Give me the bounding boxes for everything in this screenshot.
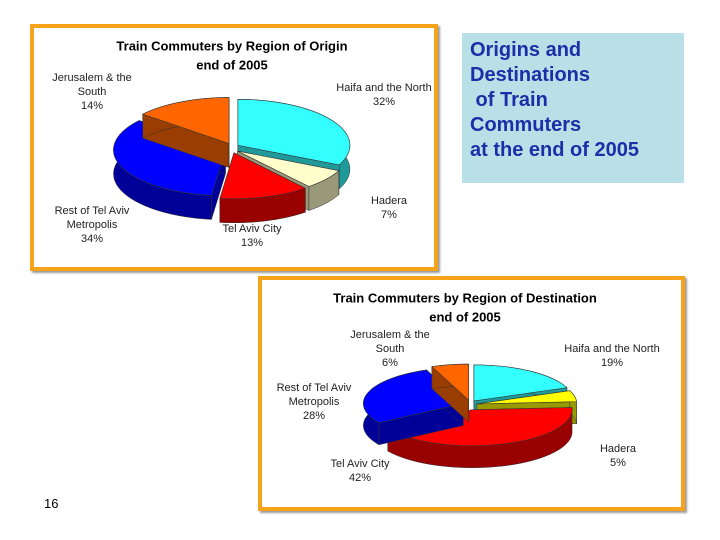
- slice-label: Tel Aviv City 13%: [204, 222, 300, 250]
- pie-slice: [141, 97, 230, 168]
- slice-label: Jerusalem & the South 6%: [342, 328, 438, 370]
- category-label: Hadera: [599, 443, 637, 455]
- value-label: 5%: [610, 457, 626, 469]
- category-label: Jerusalem & the South: [350, 329, 430, 355]
- value-label: 14%: [80, 100, 104, 112]
- chart-frame: [258, 276, 685, 511]
- value-label: 28%: [302, 410, 326, 422]
- heading-line: Destinations: [470, 64, 591, 86]
- slice-label: Rest of Tel Aviv Metropolis 34%: [44, 204, 140, 246]
- value-label: 7%: [381, 209, 397, 221]
- heading-line: Commuters: [470, 114, 582, 136]
- category-label: Tel Aviv City: [222, 223, 282, 235]
- category-label: Hadera: [370, 195, 408, 207]
- value-label: 34%: [80, 233, 104, 245]
- heading-line: of Train: [470, 89, 548, 111]
- slice-label: Haifa and the North 32%: [336, 81, 432, 109]
- value-label: 6%: [382, 357, 398, 369]
- slice-top: [237, 150, 340, 187]
- slice-top: [113, 120, 226, 196]
- value-label: 32%: [372, 96, 396, 108]
- slice-top: [473, 364, 568, 402]
- category-label: Rest of Tel Aviv Metropolis: [276, 382, 352, 408]
- slice-label: Hadera 5%: [570, 442, 666, 470]
- slice-label: Haifa and the North 19%: [564, 342, 660, 370]
- slice-top: [219, 152, 307, 200]
- pie-slice: [431, 363, 469, 423]
- slice-top: [476, 390, 577, 405]
- value-label: 42%: [348, 472, 372, 484]
- category-label: Rest of Tel Aviv Metropolis: [54, 205, 130, 231]
- slice-label: Jerusalem & the South 14%: [44, 71, 140, 113]
- value-label: 13%: [240, 237, 264, 249]
- category-label: Haifa and the North: [336, 82, 432, 94]
- slice-label: Rest of Tel Aviv Metropolis 28%: [266, 381, 362, 423]
- slice-top: [237, 99, 351, 166]
- slice-top: [141, 97, 230, 144]
- category-label: Tel Aviv City: [330, 458, 390, 470]
- chart-subtitle: end of 2005: [429, 309, 501, 324]
- category-label: Jerusalem & the South: [52, 72, 132, 98]
- chart-frame: [30, 24, 438, 271]
- chart-subtitle: end of 2005: [196, 57, 268, 72]
- pie-slice: [219, 152, 307, 224]
- chart-title: Train Commuters by Region of Origin: [116, 38, 347, 53]
- chart-title: Train Commuters by Region of Destination: [333, 290, 597, 305]
- page-number: 16: [44, 496, 59, 511]
- heading-line: Origins and: [470, 39, 582, 61]
- slice-top: [431, 363, 469, 401]
- heading-line: at the end of 2005: [470, 139, 639, 161]
- category-label: Haifa and the North: [564, 343, 660, 355]
- heading: Origins and Destinations of Train Commuter…: [462, 33, 684, 183]
- slice-label: Tel Aviv City 42%: [312, 457, 408, 485]
- value-label: 19%: [600, 357, 624, 369]
- slice-label: Hadera 7%: [341, 194, 437, 222]
